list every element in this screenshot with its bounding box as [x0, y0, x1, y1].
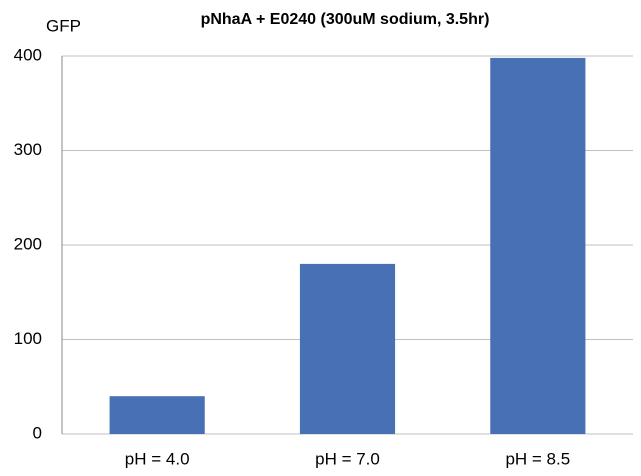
- x-tick-label: pH = 7.0: [315, 449, 380, 468]
- y-tick-label: 200: [14, 234, 42, 253]
- y-tick-label: 300: [14, 140, 42, 159]
- x-tick-label: pH = 8.5: [505, 449, 570, 468]
- y-tick-label: 100: [14, 329, 42, 348]
- x-tick-label: pH = 4.0: [125, 449, 190, 468]
- y-tick-label: 0: [33, 423, 42, 442]
- bar: [109, 396, 205, 434]
- y-tick-label: 400: [14, 45, 42, 64]
- bar: [299, 263, 396, 434]
- y-axis-label: GFP: [46, 16, 81, 35]
- bar: [490, 57, 586, 434]
- chart-title: pNhaA + E0240 (300uM sodium, 3.5hr): [201, 11, 490, 28]
